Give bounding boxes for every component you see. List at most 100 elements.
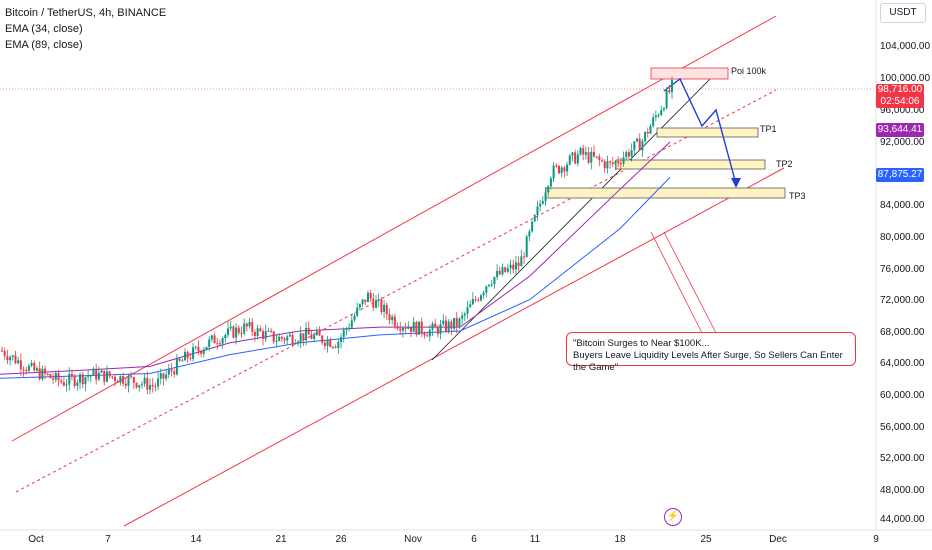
tp1-zone — [656, 127, 759, 138]
candle-body — [466, 307, 469, 314]
annotation-connector-1 — [650, 231, 703, 334]
x-tick-label: 14 — [190, 534, 202, 545]
channel-lower-line — [123, 167, 785, 527]
candle-body — [162, 373, 165, 379]
candle-body — [296, 341, 299, 344]
candle-body — [369, 292, 372, 299]
candle-body — [321, 335, 324, 343]
candle-body — [122, 376, 125, 384]
candle-body — [391, 316, 394, 321]
candle-body — [423, 333, 426, 336]
candle-body — [194, 346, 197, 348]
bar-countdown: 02:54:06 — [880, 96, 920, 107]
candle-body — [557, 165, 560, 174]
candle-body — [262, 331, 265, 339]
candle-body — [574, 152, 577, 164]
lightning-icon[interactable]: ⚡ — [664, 508, 682, 526]
candle-body — [127, 376, 130, 386]
y-tick-label: 44,000.00 — [880, 514, 925, 525]
candle-body — [617, 161, 620, 164]
candle-body — [579, 147, 582, 155]
candle-body — [582, 147, 585, 155]
candle-body — [571, 152, 574, 156]
candle-body — [625, 152, 628, 158]
candle-body — [517, 262, 520, 267]
candle-body — [310, 334, 313, 339]
candle-body — [167, 369, 170, 375]
candle-body — [463, 313, 466, 316]
candle-body — [124, 383, 127, 386]
tp3-label: TP3 — [789, 191, 806, 201]
candle-body — [479, 295, 482, 301]
candle-body — [216, 343, 219, 345]
candle-body — [267, 330, 270, 332]
y-tick-label: 100,000.00 — [880, 73, 931, 84]
candle-body — [636, 138, 639, 142]
projection-arrow-icon — [731, 178, 741, 188]
x-tick-label: 9 — [873, 534, 879, 545]
candle-body — [477, 299, 480, 301]
candle-body — [496, 270, 499, 278]
annotation-note[interactable]: "Bitcoin Surges to Near $100K... Buyers … — [566, 332, 856, 373]
candle-body — [132, 377, 135, 383]
candle-body — [654, 115, 657, 118]
candle-body — [444, 320, 447, 332]
candle-body — [590, 151, 593, 163]
candle-body — [130, 376, 133, 378]
candle-body — [595, 156, 598, 158]
x-tick-label: Oct — [28, 534, 44, 545]
candle-body — [256, 328, 259, 336]
candle-body — [485, 286, 488, 293]
x-tick-label: Nov — [404, 534, 422, 545]
candle-body — [393, 316, 396, 327]
candle-body — [509, 264, 512, 269]
poi-label: Poi 100k — [731, 66, 767, 76]
candle-body — [76, 382, 79, 386]
y-tick-label: 64,000.00 — [880, 358, 925, 369]
candle-body — [299, 333, 302, 342]
candle-body — [576, 154, 579, 164]
candle-body — [108, 371, 111, 377]
candle-body — [200, 350, 203, 354]
projection-path — [663, 77, 737, 185]
candle-body — [35, 368, 38, 371]
candle-body — [170, 369, 173, 372]
candle-body — [426, 335, 429, 337]
candle-body — [401, 327, 404, 331]
candle-body — [380, 299, 383, 313]
candle-body — [388, 314, 391, 321]
candle-body — [660, 109, 663, 115]
candle-body — [552, 165, 555, 179]
candle-body — [54, 372, 57, 380]
candle-body — [49, 374, 52, 379]
candle-body — [208, 339, 211, 347]
ema34-legend[interactable]: EMA (34, close) — [5, 23, 83, 35]
candle-body — [251, 322, 254, 332]
candle-body — [375, 300, 378, 308]
candle-body — [111, 376, 114, 378]
annotation-line-1: "Bitcoin Surges to Near $100K... — [573, 338, 710, 349]
candle-body — [264, 331, 267, 339]
candle-body — [116, 380, 119, 383]
candle-body — [337, 341, 340, 348]
candle-body — [245, 323, 248, 327]
candle-body — [447, 321, 450, 332]
last-price-value: 98,716.00 — [877, 84, 923, 95]
y-tick-label: 84,000.00 — [880, 200, 925, 211]
y-tick-label: 104,000.00 — [880, 41, 931, 52]
candle-body — [587, 152, 590, 163]
candle-body — [606, 161, 609, 169]
candle-body — [512, 264, 515, 270]
ema89-legend[interactable]: EMA (89, close) — [5, 39, 83, 51]
candle-body — [415, 321, 418, 335]
y-tick-label: 60,000.00 — [880, 390, 925, 401]
candle-body — [248, 322, 251, 327]
x-tick-label: Dec — [769, 534, 787, 545]
candle-body — [283, 338, 286, 341]
candle-body — [135, 382, 138, 388]
currency-button[interactable]: USDT — [880, 3, 926, 23]
candle-body — [62, 382, 65, 386]
symbol-title[interactable]: Bitcoin / TetherUS, 4h, BINANCE — [5, 7, 167, 19]
